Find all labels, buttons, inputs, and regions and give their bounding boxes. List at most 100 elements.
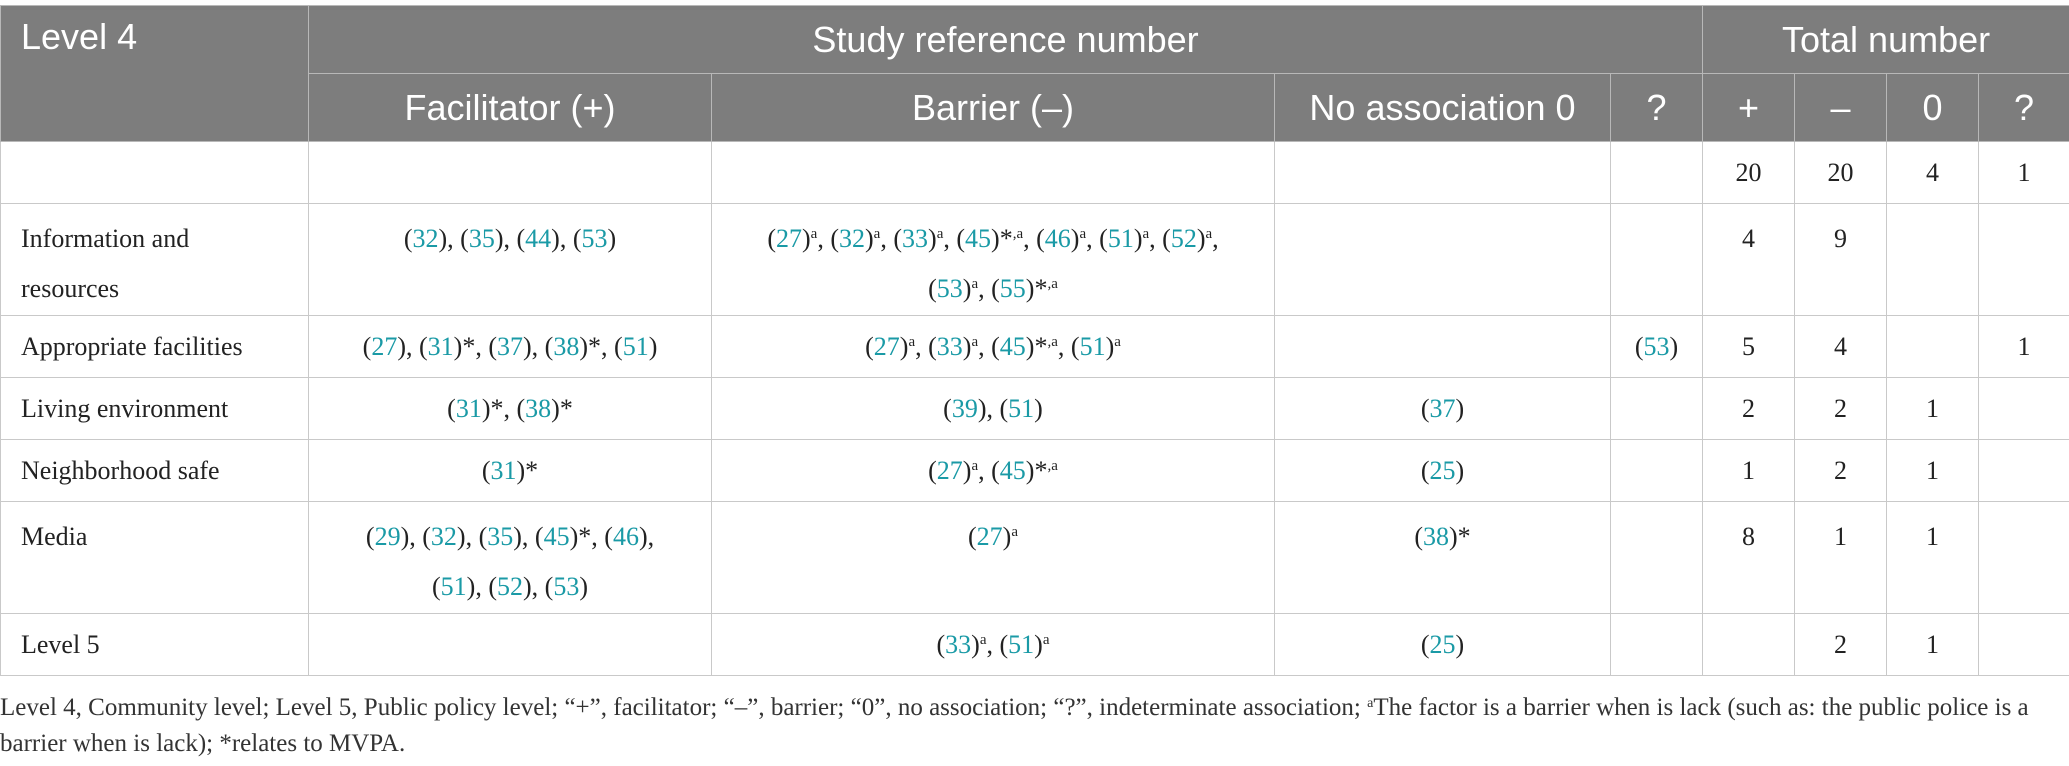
superscript-marker: a (1011, 524, 1018, 540)
header-barrier: Barrier (–) (711, 73, 1275, 142)
no-association-cell (1274, 141, 1611, 204)
total-zero-cell: 4 (1886, 141, 1980, 204)
reference-link[interactable]: 32 (412, 224, 439, 253)
facilitator-cell: (31)*, (38)* (308, 377, 712, 440)
table-row: Appropriate facilities (27), (31)*, (37),… (0, 315, 2069, 378)
reference-link[interactable]: 27 (976, 522, 1003, 551)
reference-link[interactable]: 51 (1008, 394, 1035, 423)
indeterminate-cell: (53) (1609, 315, 1704, 378)
barrier-cell: (33)a, (51)a (711, 613, 1275, 676)
asterisk-marker: * (559, 394, 573, 423)
header-total-number: Total number (1702, 5, 2069, 74)
reference-link[interactable]: 45 (999, 456, 1026, 485)
reference-link[interactable]: 53 (1643, 332, 1670, 361)
reference-link[interactable]: 37 (1429, 394, 1456, 423)
reference-link[interactable]: 46 (612, 522, 639, 551)
reference-link[interactable]: 55 (999, 274, 1026, 303)
superscript-marker: a (810, 226, 818, 242)
reference-link[interactable]: 46 (1044, 224, 1071, 253)
reference-link[interactable]: 29 (374, 522, 401, 551)
total-plus-cell: 2 (1702, 377, 1796, 440)
reference-link[interactable]: 31 (455, 394, 482, 423)
superscript-marker: ,a (1047, 334, 1058, 350)
reference-link[interactable]: 32 (839, 224, 865, 253)
reference-link[interactable]: 38 (553, 332, 580, 361)
reference-link[interactable]: 51 (1107, 224, 1134, 253)
reference-link[interactable]: 33 (945, 630, 972, 659)
reference-link[interactable]: 37 (497, 332, 523, 361)
row-label: Neighborhood safe (0, 439, 309, 502)
table-footnote: Level 4, Community level; Level 5, Publi… (0, 690, 2060, 762)
total-plus-cell: 8 (1702, 501, 1796, 614)
asterisk-marker: * (588, 332, 602, 361)
table-row: Level 5 (33)a, (51)a (25) 2 1 (0, 613, 2069, 676)
reference-link[interactable]: 45 (999, 332, 1026, 361)
table-row: Living environment (31)*, (38)* (39), (51)… (0, 377, 2069, 440)
reference-link[interactable]: 35 (487, 522, 514, 551)
superscript-marker: a (908, 334, 916, 350)
reference-link[interactable]: 53 (581, 224, 608, 253)
header-level-4: Level 4 (0, 5, 309, 142)
indeterminate-cell (1609, 203, 1704, 316)
superscript-marker: ,a (1047, 276, 1058, 292)
facilitator-cell: (27), (31)*, (37), (38)*, (51) (308, 315, 712, 378)
reference-link[interactable]: 38 (1423, 522, 1449, 551)
reference-link[interactable]: 44 (525, 224, 552, 253)
reference-link[interactable]: 38 (525, 394, 552, 423)
asterisk-marker: * (1034, 332, 1048, 361)
reference-link[interactable]: 39 (951, 394, 978, 423)
reference-link[interactable]: 27 (371, 332, 398, 361)
footnote-superscript: a (1367, 696, 1374, 711)
reference-link[interactable]: 33 (902, 224, 929, 253)
total-question-cell (1978, 377, 2069, 440)
total-question-cell (1978, 439, 2069, 502)
reference-link[interactable]: 53 (553, 572, 580, 601)
superscript-marker: a (936, 226, 944, 242)
no-association-cell (1274, 315, 1611, 378)
reference-link[interactable]: 35 (468, 224, 495, 253)
reference-link[interactable]: 27 (775, 224, 802, 253)
header-no-association: No association 0 (1274, 73, 1611, 142)
reference-link[interactable]: 52 (1170, 224, 1197, 253)
header-total-plus: + (1702, 73, 1796, 142)
barrier-cell: (27)a, (45)*,a (711, 439, 1275, 502)
total-plus-cell (1702, 613, 1796, 676)
total-plus-cell: 20 (1702, 141, 1796, 204)
total-question-cell: 1 (1978, 315, 2069, 378)
total-plus-cell: 4 (1702, 203, 1796, 316)
reference-link[interactable]: 51 (440, 572, 467, 601)
total-question-cell (1978, 501, 2069, 614)
reference-link[interactable]: 25 (1429, 456, 1456, 485)
footnote-text-part2: The factor is a barrier when is lack (su… (0, 694, 2029, 757)
reference-link[interactable]: 31 (427, 332, 454, 361)
total-question-cell: 1 (1978, 141, 2069, 204)
total-zero-cell (1886, 203, 1980, 316)
table-row: Information and resources (32), (35), (44)… (0, 203, 2069, 316)
reference-link[interactable]: 52 (497, 572, 523, 601)
total-minus-cell: 2 (1794, 439, 1888, 502)
total-zero-cell: 1 (1886, 613, 1980, 676)
reference-link[interactable]: 45 (543, 522, 570, 551)
total-zero-cell: 1 (1886, 439, 1980, 502)
reference-link[interactable]: 31 (490, 456, 517, 485)
reference-link[interactable]: 53 (936, 274, 963, 303)
reference-link[interactable]: 51 (1079, 332, 1106, 361)
table-row: Media (29), (32), (35), (45)*, (46), (51)… (0, 501, 2069, 614)
no-association-cell: (38)* (1274, 501, 1611, 614)
reference-link[interactable]: 27 (936, 456, 963, 485)
reference-link[interactable]: 32 (430, 522, 457, 551)
reference-link[interactable]: 27 (873, 332, 900, 361)
header-total-minus: – (1794, 73, 1888, 142)
facilitator-cell: (31)* (308, 439, 712, 502)
row-label: Appropriate facilities (0, 315, 309, 378)
reference-link[interactable]: 45 (965, 224, 992, 253)
reference-link[interactable]: 51 (1008, 630, 1035, 659)
barrier-cell: (27)a, (32)a, (33)a, (45)*,a, (46)a, (51… (711, 203, 1275, 316)
reference-link[interactable]: 25 (1429, 630, 1456, 659)
superscript-marker: a (1205, 226, 1213, 242)
reference-link[interactable]: 33 (936, 332, 963, 361)
reference-link[interactable]: 51 (622, 332, 649, 361)
indeterminate-cell (1609, 377, 1704, 440)
row-label (0, 141, 309, 204)
table-row: 20 20 4 1 (0, 141, 2069, 204)
